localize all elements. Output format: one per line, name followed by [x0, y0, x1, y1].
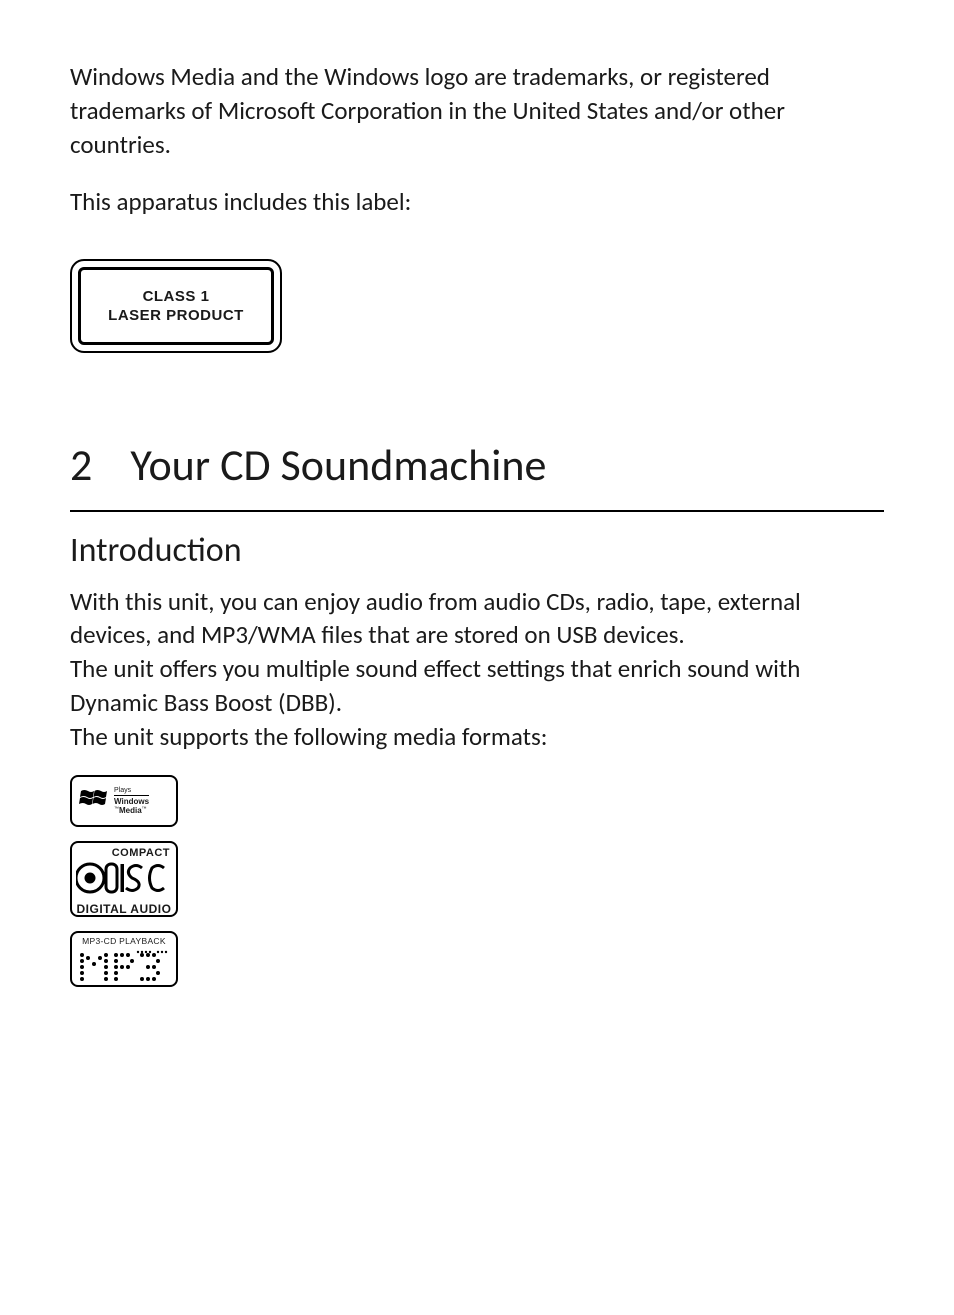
media-format-logos: Plays Windows ™Media™ COMPACT	[70, 775, 884, 987]
chapter-divider	[70, 510, 884, 512]
wm-tm-right: ™	[142, 806, 147, 812]
chapter-heading: 2 Your CD Soundmachine	[70, 438, 884, 492]
windows-flag-icon	[78, 784, 108, 819]
laser-label-line2: LASER PRODUCT	[101, 307, 251, 326]
laser-label-inner: CLASS 1 LASER PRODUCT	[78, 267, 274, 345]
label-intro-text: This apparatus includes this label:	[70, 185, 884, 219]
intro-p1: With this unit, you can enjoy audio from…	[70, 585, 884, 653]
mp3-header-text: MP3-CD PLAYBACK	[82, 936, 166, 946]
intro-p3: The unit supports the following media fo…	[70, 720, 884, 754]
windows-media-logo: Plays Windows ™Media™	[70, 775, 178, 827]
wm-media: Media	[119, 806, 142, 815]
windows-media-text: Plays Windows ™Media™	[114, 787, 149, 816]
chapter-title: Your CD Soundmachine	[130, 438, 546, 492]
mp3-dot-matrix-icon	[76, 949, 172, 988]
introduction-body: With this unit, you can enjoy audio from…	[70, 585, 884, 754]
compact-disc-logo: COMPACT DIGITAL AUDIO	[70, 841, 178, 917]
cd-digital-audio-text: DIGITAL AUDIO	[76, 902, 172, 916]
laser-label-line1: CLASS 1	[101, 288, 251, 307]
wm-plays: Plays	[114, 787, 149, 797]
trademark-paragraph: Windows Media and the Windows logo are t…	[70, 60, 884, 161]
laser-label: CLASS 1 LASER PRODUCT	[70, 259, 282, 353]
mp3-logo: MP3-CD PLAYBACK	[70, 931, 178, 987]
section-heading: Introduction	[70, 530, 884, 571]
disc-icon	[76, 859, 172, 902]
document-page: Windows Media and the Windows logo are t…	[0, 0, 954, 1047]
chapter-number: 2	[70, 438, 92, 492]
cd-compact-text: COMPACT	[112, 847, 170, 859]
intro-p2: The unit offers you multiple sound effec…	[70, 652, 884, 720]
